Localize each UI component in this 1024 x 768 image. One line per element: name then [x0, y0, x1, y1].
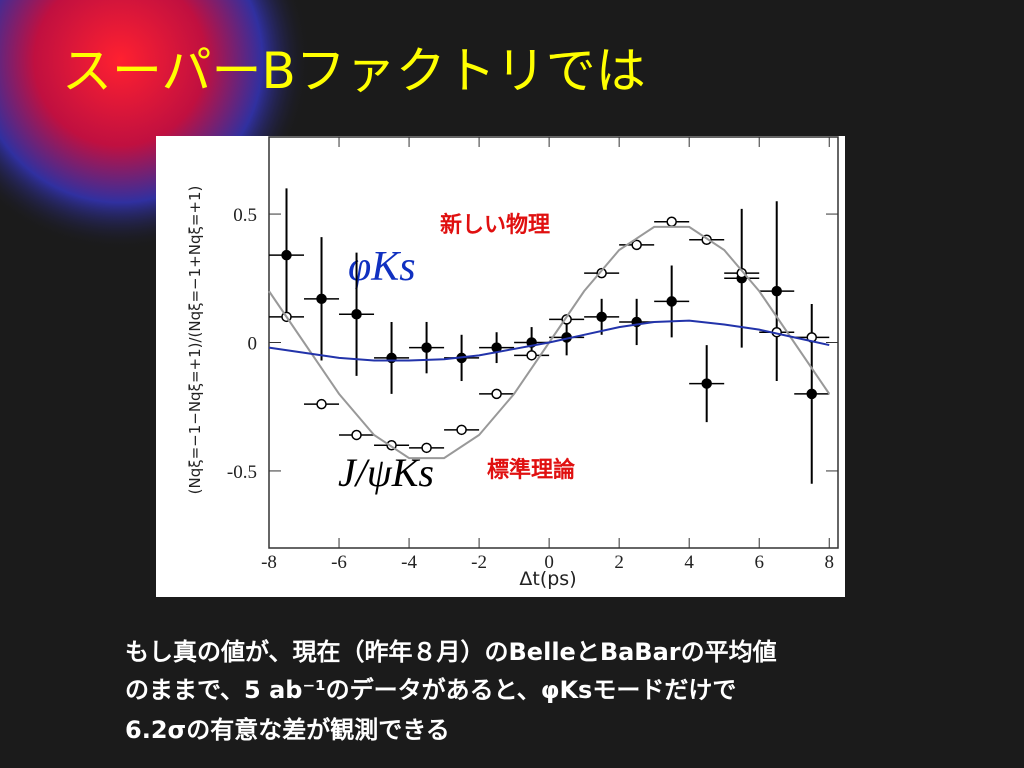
y-tick-label: -0.5 — [227, 462, 257, 483]
data-point — [316, 398, 327, 410]
data-point — [596, 311, 607, 323]
data-point — [526, 350, 537, 361]
x-axis-label: Δt(ps) — [519, 568, 576, 590]
y-tick-label: 0.5 — [233, 205, 257, 226]
data-point — [806, 388, 817, 400]
curve — [268, 319, 830, 362]
data-point — [456, 424, 467, 436]
data-point — [701, 378, 712, 389]
x-tick-label: 0 — [544, 552, 554, 573]
y-tick-label: 0 — [248, 334, 258, 355]
data-point — [351, 308, 362, 320]
x-tick-label: 8 — [824, 552, 834, 573]
annotation: 標準理論 — [487, 457, 576, 483]
data-point — [666, 296, 677, 307]
x-tick-label: 6 — [754, 552, 764, 573]
data-point — [351, 429, 362, 441]
annotation: φKs — [348, 244, 416, 290]
data-point — [666, 216, 677, 228]
annotation: J/ψKs — [338, 450, 434, 495]
chart-panel — [156, 136, 845, 597]
x-tick-label: -2 — [471, 552, 487, 573]
x-tick-label: 2 — [614, 552, 624, 573]
data-point — [771, 285, 782, 297]
data-point — [631, 239, 642, 251]
data-point — [596, 267, 607, 279]
slide-title: スーパーBファクトリでは — [62, 42, 646, 100]
x-tick-label: 4 — [684, 552, 694, 573]
body-line: のままで、5 ab⁻¹のデータがあると、φKsモードだけで — [125, 676, 736, 704]
body-line: 6.2σの有意な差が観測できる — [125, 716, 450, 744]
annotation: 新しい物理 — [440, 212, 550, 238]
data-point — [281, 249, 292, 261]
body-line: もし真の値が、現在（昨年８月）のBelleとBaBarの平均値 — [125, 638, 777, 666]
data-point — [736, 267, 747, 279]
data-point — [316, 293, 327, 305]
x-tick-label: -6 — [331, 552, 347, 573]
data-point — [421, 342, 432, 353]
data-point — [491, 388, 502, 400]
data-point — [421, 442, 432, 454]
x-tick-label: -8 — [261, 552, 277, 573]
y-axis-label: (Nqξ=−1−Nqξ=+1)/(Nqξ=−1+Nqξ=+1) — [186, 186, 204, 495]
x-tick-label: -4 — [401, 552, 417, 573]
